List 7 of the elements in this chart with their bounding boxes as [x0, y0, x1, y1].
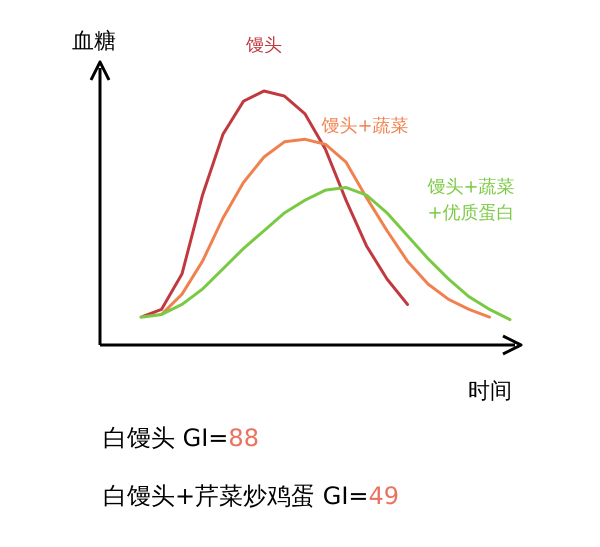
text: 白馒头+芹菜炒鸡蛋 GI=49 [103, 482, 400, 510]
series-label: 馒头+蔬菜 [320, 115, 409, 136]
y-axis-title: 血糖 [72, 29, 116, 54]
x-axis-title: 时间 [468, 379, 512, 404]
series-label: 馒头+蔬菜+优质蛋白 [426, 176, 515, 224]
text: 馒头 [245, 35, 282, 56]
text: 白馒头 GI=88 [103, 424, 259, 452]
